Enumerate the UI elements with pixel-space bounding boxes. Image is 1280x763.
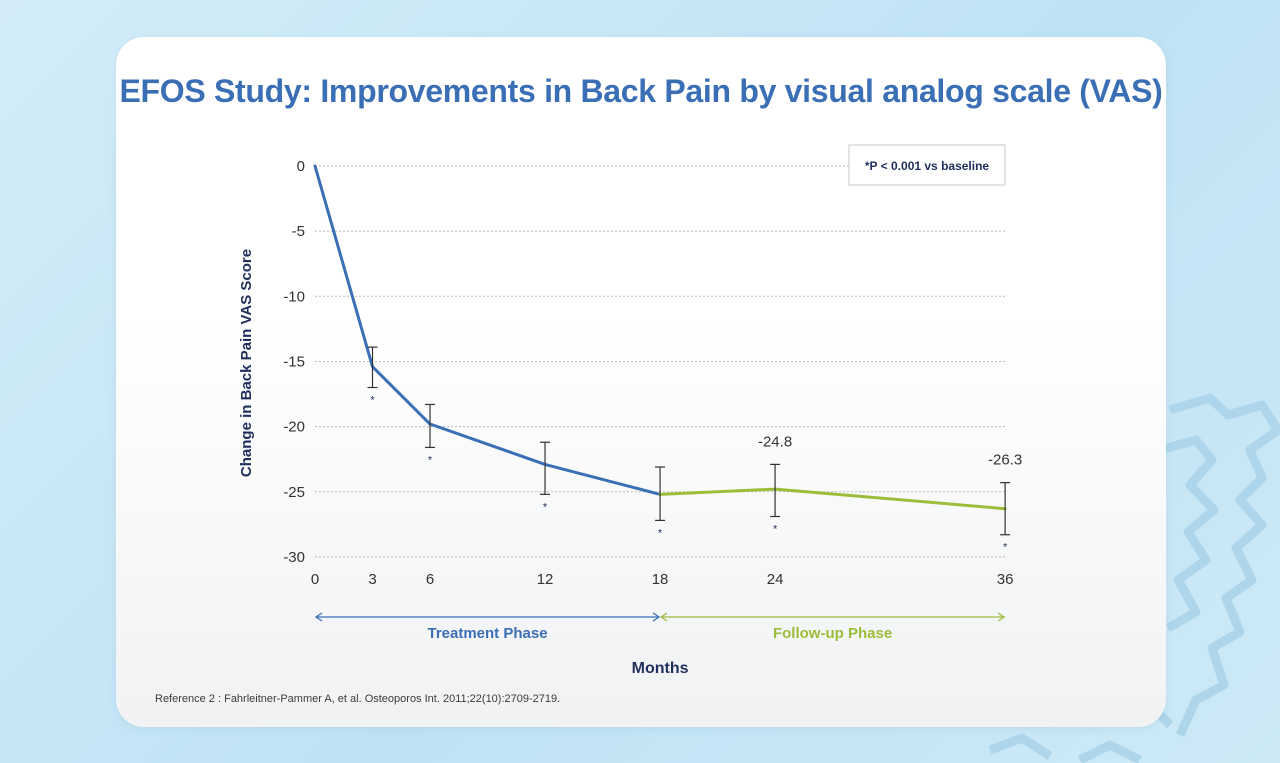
y-axis-ticks: 0 -5 -10 -15 -20 -25 -30 xyxy=(283,158,305,566)
x-axis-ticks: 0 3 6 12 18 24 36 xyxy=(311,571,1014,588)
chart-card: EFOS Study: Improvements in Back Pain by… xyxy=(116,37,1166,727)
significance-star: * xyxy=(1003,542,1008,554)
data-label: -26.3 xyxy=(988,452,1022,469)
y-tick-label: -15 xyxy=(283,353,305,370)
phase-arrow-head-right xyxy=(652,612,661,622)
significance-star: * xyxy=(370,395,375,407)
phase-label: Follow-up Phase xyxy=(773,625,892,642)
y-tick-label: -10 xyxy=(283,288,305,305)
chart-title: EFOS Study: Improvements in Back Pain by… xyxy=(119,73,1163,109)
legend-box: *P < 0.001 vs baseline xyxy=(848,144,1006,186)
x-axis-label: Months xyxy=(632,660,689,677)
x-tick-label: 3 xyxy=(368,571,376,588)
error-bars xyxy=(367,346,1011,536)
phase-arrow-head-right xyxy=(997,612,1006,622)
phase-arrow-head-left xyxy=(314,612,323,622)
line-chart: 0-5-10-15-20-25-30 0 3 6 12 18 24 36 Change in… xyxy=(238,144,1022,677)
significance-star: * xyxy=(428,454,433,466)
legend-text: *P < 0.001 vs baseline xyxy=(865,159,990,173)
phase-arrows: Treatment Phase Follow-up Phase xyxy=(314,612,1006,642)
x-tick-label: 24 xyxy=(767,571,784,588)
y-tick-label: -25 xyxy=(283,484,305,501)
x-tick-label: 36 xyxy=(997,571,1014,588)
x-tick-label: 18 xyxy=(652,571,669,588)
significance-markers: * * * * * * xyxy=(370,395,1008,554)
x-tick-label: 0 xyxy=(311,571,319,588)
data-label: -24.8 xyxy=(758,433,792,450)
y-tick-label: -30 xyxy=(283,549,305,566)
y-tick-label: -5 xyxy=(292,223,305,240)
significance-star: * xyxy=(543,501,548,513)
phase-arrow-head-left xyxy=(659,612,668,622)
significance-star: * xyxy=(658,527,663,539)
y-axis-label: Change in Back Pain VAS Score xyxy=(238,249,255,477)
data-labels: -24.8 -26.3 xyxy=(758,433,1022,468)
series-lines xyxy=(313,164,1007,511)
phase-label: Treatment Phase xyxy=(427,625,547,642)
x-tick-label: 6 xyxy=(426,571,434,588)
x-tick-label: 12 xyxy=(537,571,554,588)
y-tick-label: -20 xyxy=(283,419,305,436)
reference-citation: Reference 2 : Fahrleitner-Pammer A, et a… xyxy=(155,693,561,705)
y-tick-label: 0 xyxy=(297,158,305,175)
significance-star: * xyxy=(773,524,778,536)
series-line xyxy=(313,164,662,496)
